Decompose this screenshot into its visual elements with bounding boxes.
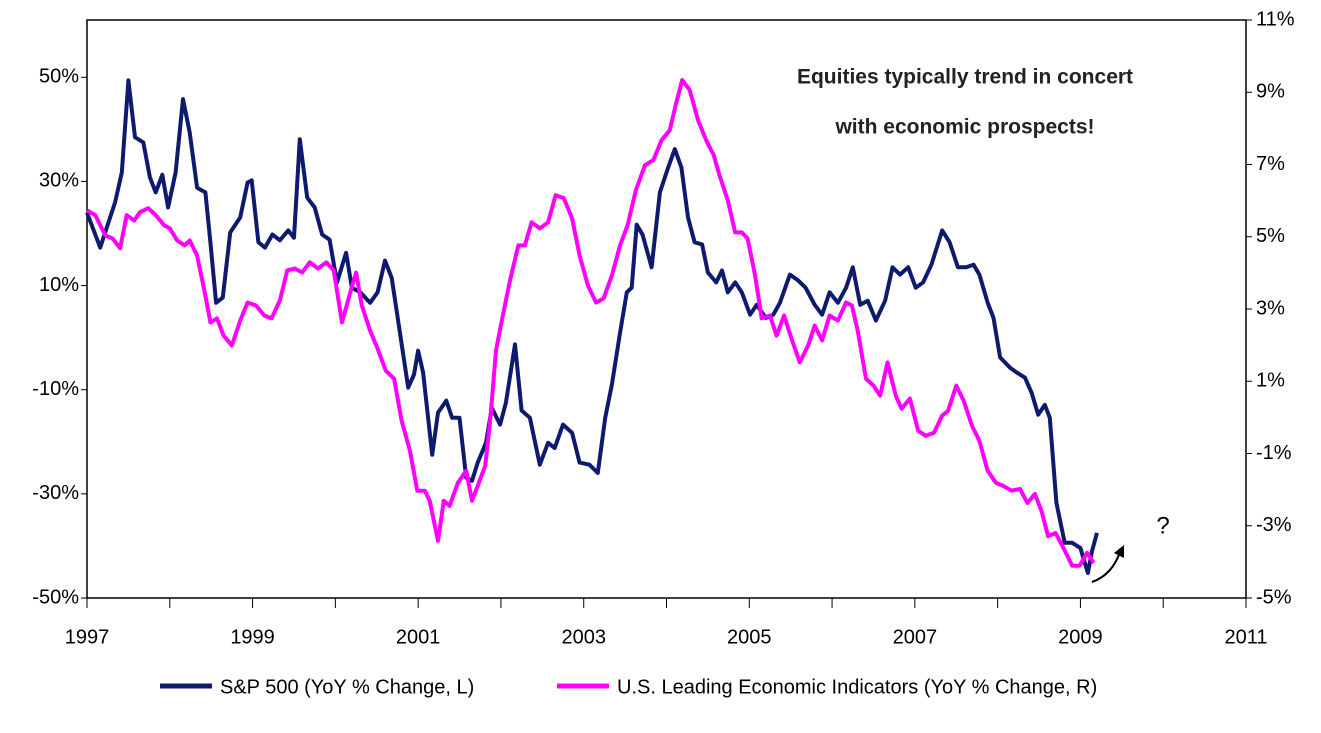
annotation: ? (1156, 512, 1169, 539)
y2-tick-label: 7% (1256, 153, 1285, 175)
legend-label: U.S. Leading Economic Indicators (YoY % … (617, 676, 1097, 698)
y-tick-label: -50% (32, 586, 79, 608)
y-tick-label: -30% (32, 482, 79, 504)
x-tick-label: 2005 (727, 626, 772, 648)
x-tick-label: 2007 (893, 626, 938, 648)
x-tick-label: 2011 (1224, 626, 1267, 648)
y2-tick-label: -3% (1256, 514, 1292, 536)
x-tick-label: 2009 (1058, 626, 1103, 648)
y2-tick-label: -5% (1256, 586, 1292, 608)
arrow (1091, 551, 1121, 583)
y2-tick-label: 1% (1256, 370, 1285, 392)
x-tick-label: 2001 (396, 626, 441, 648)
y2-tick-label: 11% (1256, 8, 1295, 30)
series-line (85, 78, 1099, 575)
x-tick-label: 2003 (561, 626, 606, 648)
y-tick-label: -10% (32, 378, 79, 400)
y-tick-label: 50% (39, 66, 79, 88)
arrow-head (1114, 545, 1124, 558)
x-tick-label: 1997 (65, 626, 110, 648)
y2-tick-label: -1% (1256, 442, 1292, 464)
x-tick-label: 1999 (230, 626, 275, 648)
annotation: Equities typically trend in concert (797, 66, 1133, 89)
y2-tick-label: 3% (1256, 297, 1285, 319)
annotation: with economic prospects! (834, 116, 1094, 139)
y-tick-label: 30% (39, 170, 79, 192)
series-line (86, 78, 1096, 568)
y2-tick-label: 9% (1256, 81, 1285, 103)
legend-label: S&P 500 (YoY % Change, L) (220, 676, 474, 698)
y2-tick-label: 5% (1256, 225, 1285, 247)
y-tick-label: 10% (39, 274, 79, 296)
